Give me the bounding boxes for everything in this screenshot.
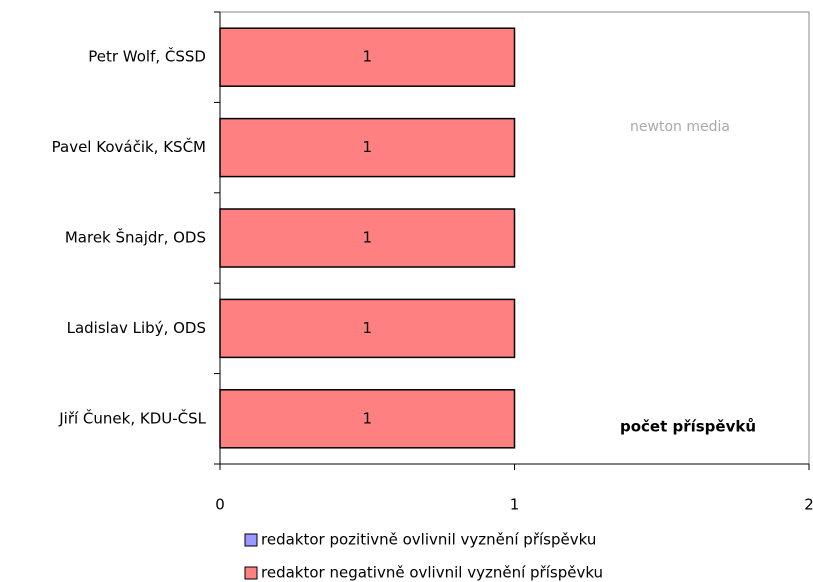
axis-title: počet příspěvků: [620, 418, 756, 436]
y-tick-label: Petr Wolf, ČSSD: [88, 47, 206, 66]
data-label: 1: [362, 138, 372, 156]
bar: [219, 208, 516, 268]
bar: [219, 389, 516, 449]
data-label: 1: [362, 319, 372, 337]
legend-label: redaktor negativně ovlivnil vyznění přís…: [261, 564, 603, 582]
x-tick-label: 2: [804, 496, 813, 514]
legend-swatch: [244, 533, 258, 547]
watermark: newton media: [630, 119, 730, 135]
y-tick-label: Pavel Kováčik, KSČM: [52, 137, 206, 156]
data-label: 1: [362, 229, 372, 247]
y-tick-label: Marek Šnajdr, ODS: [65, 228, 206, 247]
legend-swatch: [244, 566, 258, 580]
data-label: 1: [362, 409, 372, 427]
y-tick-label: Jiří Čunek, KDU-ČSL: [58, 408, 206, 427]
x-tick-label: 1: [510, 496, 520, 514]
bar: [219, 27, 516, 87]
y-tick-label: Ladislav Libý, ODS: [67, 319, 206, 337]
bar: [219, 298, 516, 359]
bar: [219, 117, 516, 178]
legend-label: redaktor pozitivně ovlivnil vyznění přís…: [261, 531, 596, 549]
data-label: 1: [362, 48, 372, 66]
x-tick-label: 0: [215, 496, 225, 514]
